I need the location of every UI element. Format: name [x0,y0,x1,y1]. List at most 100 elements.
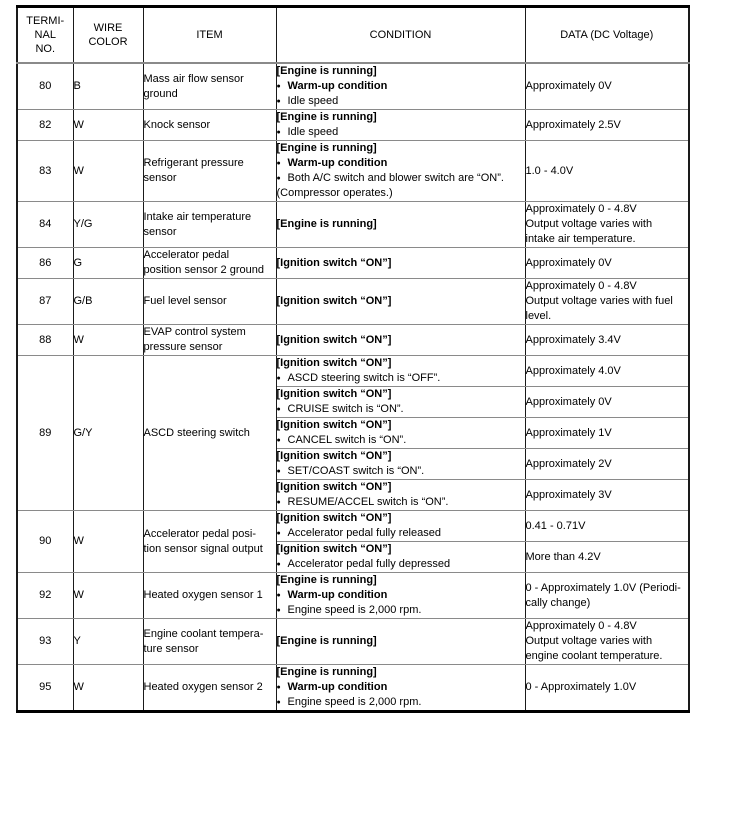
spec-table-container: TERMI- NAL NO. WIRE COLOR ITEM CONDITION… [16,5,690,713]
cell-data-voltage: Approximately 0 - 4.8V Output voltage var… [524,618,690,665]
condition-heading: [Ignition switch “ON”] [276,357,392,369]
cell-wire-color: W [72,324,144,356]
data-line: Approximately 0V [525,80,612,92]
cell-wire-color: G/Y [72,355,144,511]
ecm-terminal-table: TERMI- NAL NO. WIRE COLOR ITEM CONDITION… [16,5,690,713]
data-line: Approximately 0 - 4.8V [525,203,637,215]
condition-bullet: ASCD steering switch is “OFF”. [277,371,525,387]
cell-terminal-no: 92 [16,572,74,619]
item-line: sensor [143,172,177,184]
item-line: Knock sensor [143,118,211,131]
condition-bullet: CANCEL switch is “ON”. [277,433,525,449]
cell-data-voltage: Approximately 0 - 4.8V Output voltage var… [524,278,690,325]
cell-wire-color: W [72,510,144,573]
header-line: WIRE [93,22,123,34]
data-line: Approximately 2.5V [525,118,621,131]
condition-heading: [Engine is running] [276,111,377,123]
item-line: Heated oxygen sensor 2 [143,681,263,693]
column-header-terminal-no: TERMI- NAL NO. [16,5,74,64]
cell-terminal-no: 82 [16,109,74,141]
cell-terminal-no: 80 [16,62,74,110]
cell-data-voltage: Approximately 1V [524,417,690,449]
cell-terminal-no: 87 [16,278,74,325]
item-line: Heated oxygen sensor 1 [143,589,263,601]
data-line: 0 - Approximately 1.0V [525,681,637,693]
table-row: 86 G Accelerator pedal position sensor 2 gr… [16,247,690,279]
cell-terminal-no: 93 [16,618,74,665]
cell-data-voltage: Approximately 3.4V [524,324,690,356]
cell-condition: [Ignition switch “ON”] [275,324,526,356]
cell-item: Fuel level sensor [142,278,277,325]
cell-wire-color: G [72,247,144,279]
condition-heading: [Engine is running] [276,574,377,586]
item-line: Mass air flow sensor [143,72,244,85]
cell-data-voltage: 0 - Approximately 1.0V (Periodi-cally ch… [524,572,690,619]
table-subrow: [Ignition switch “ON”] CRUISE switch is “… [17,386,690,418]
data-line: Output voltage varies with fuel [525,295,673,307]
condition-bullet: SET/COAST switch is “ON”. [277,464,525,480]
condition-bullet: Both A/C switch and blower switch are “O… [277,171,525,187]
data-line: 0.41 - 0.71V [525,519,586,532]
data-line: Output voltage varies with [525,635,653,647]
column-header-wire-color: WIRE COLOR [72,5,144,64]
table-row: 89 G/Y ASCD steering switch [Ignition switc… [16,355,690,511]
cell-wire-color: W [72,109,144,141]
cell-condition: [Ignition switch “ON”] [275,247,526,279]
cell-condition: [Ignition switch “ON”] [275,278,526,325]
condition-heading: [Ignition switch “ON”] [276,543,392,555]
data-line: 0 - Approximately 1.0V (Periodi- [525,581,681,594]
column-header-condition: CONDITION [275,5,526,64]
condition-heading: [Ignition switch “ON”] [276,419,392,431]
cell-item: Accelerator pedal posi-tion sensor signa… [142,510,277,573]
table-row: 92 W Heated oxygen sensor 1 [Engine is runn… [16,572,690,619]
cell-item: Heated oxygen sensor 1 [142,572,277,619]
data-line: Approximately 0 - 4.8V [525,280,637,292]
data-line: Approximately 1V [525,426,612,439]
condition-bullet: Warm-up condition [277,588,525,604]
table-row: 95 W Heated oxygen sensor 2 [Engine is runn… [16,664,690,713]
condition-bullet: RESUME/ACCEL switch is “ON”. [277,495,525,511]
table-header: TERMI- NAL NO. WIRE COLOR ITEM CONDITION… [16,5,690,64]
condition-heading: [Ignition switch “ON”] [276,512,392,524]
table-row: 84 Y/G Intake air temperature sensor [Engine… [16,201,690,248]
condition-heading: [Engine is running] [276,666,377,678]
condition-heading: [Ignition switch “ON”] [276,450,392,462]
cell-wire-color: W [72,572,144,619]
data-line: More than 4.2V [525,550,601,563]
header-line: COLOR [88,36,128,48]
cell-data-voltage: Approximately 0 - 4.8V Output voltage var… [524,201,690,248]
cell-condition: [Engine is running] Warm-up conditionIdle… [275,62,526,110]
cell-condition: [Ignition switch “ON”] SET/COAST switch i… [275,448,526,480]
cell-terminal-no: 95 [16,664,74,713]
condition-bullet: Idle speed [277,125,525,141]
cell-item: Accelerator pedal position sensor 2 groun… [142,247,277,279]
cell-item: Mass air flow sensor ground [142,62,277,110]
cell-condition: [Engine is running] Warm-up conditionEngi… [275,664,526,713]
condition-heading: [Engine is running] [276,142,377,154]
cell-terminal-no: 89 [16,355,74,511]
condition-bullet: Warm-up condition [277,79,525,95]
cell-terminal-no: 86 [16,247,74,279]
cell-terminal-no: 83 [16,140,74,202]
data-line: Approximately 0V [525,256,612,269]
cell-item: Refrigerant pressure sensor [142,140,277,202]
item-line: Intake air temperature [143,210,252,223]
item-line: Refrigerant pressure [143,157,244,169]
table-body: 80 B Mass air flow sensor ground [Engine is … [16,62,690,713]
condition-heading: [Ignition switch “ON”] [276,295,392,307]
header-line: TERMI- [26,15,65,27]
data-line: Approximately 2V [525,457,612,470]
condition-bullet: Warm-up condition [277,156,525,172]
cell-condition: [Ignition switch “ON”] Accelerator pedal … [275,541,526,573]
item-line: ground [143,87,178,100]
cell-wire-color: G/B [72,278,144,325]
table-subrow: [Ignition switch “ON”] Accelerator pedal … [17,541,690,573]
cell-condition: [Engine is running] Warm-up conditionBoth… [275,140,526,202]
item-line: position sensor 2 ground [143,264,264,276]
data-line: engine coolant temperature. [525,650,663,662]
cell-terminal-no: 90 [16,510,74,573]
data-line: Output voltage varies with [525,218,653,230]
data-line: Approximately 3V [525,488,612,501]
